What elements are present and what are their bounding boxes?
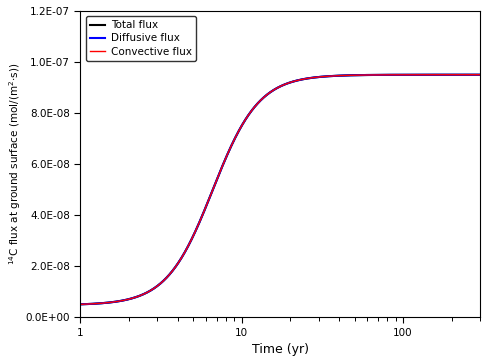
Diffusive flux <box>477 73 483 77</box>
Diffusive flux <box>261 95 267 99</box>
Diffusive flux <box>98 301 104 305</box>
Diffusive flux <box>272 87 278 91</box>
Line: Convective flux: Convective flux <box>80 75 480 304</box>
Total flux <box>98 301 104 305</box>
Convective flux <box>261 95 267 99</box>
Convective flux <box>77 302 83 306</box>
Convective flux <box>477 73 483 77</box>
Convective flux <box>98 301 104 305</box>
Line: Total flux: Total flux <box>80 75 480 304</box>
Convective flux <box>466 73 471 77</box>
X-axis label: Time (yr): Time (yr) <box>252 343 309 356</box>
Total flux <box>77 302 83 306</box>
Total flux <box>477 73 483 77</box>
Convective flux <box>272 87 278 91</box>
Total flux <box>466 73 471 77</box>
Diffusive flux <box>77 302 83 306</box>
Diffusive flux <box>392 73 398 77</box>
Total flux <box>466 73 471 77</box>
Total flux <box>272 87 278 91</box>
Total flux <box>392 73 398 77</box>
Total flux <box>261 95 267 99</box>
Convective flux <box>392 73 398 77</box>
Diffusive flux <box>466 73 471 77</box>
Legend: Total flux, Diffusive flux, Convective flux: Total flux, Diffusive flux, Convective f… <box>86 16 196 61</box>
Line: Diffusive flux: Diffusive flux <box>80 75 480 304</box>
Y-axis label: $^{14}$C flux at ground surface (mol/(m$^{2}$$\cdot$s)): $^{14}$C flux at ground surface (mol/(m$… <box>7 63 23 265</box>
Diffusive flux <box>466 73 471 77</box>
Convective flux <box>466 73 471 77</box>
